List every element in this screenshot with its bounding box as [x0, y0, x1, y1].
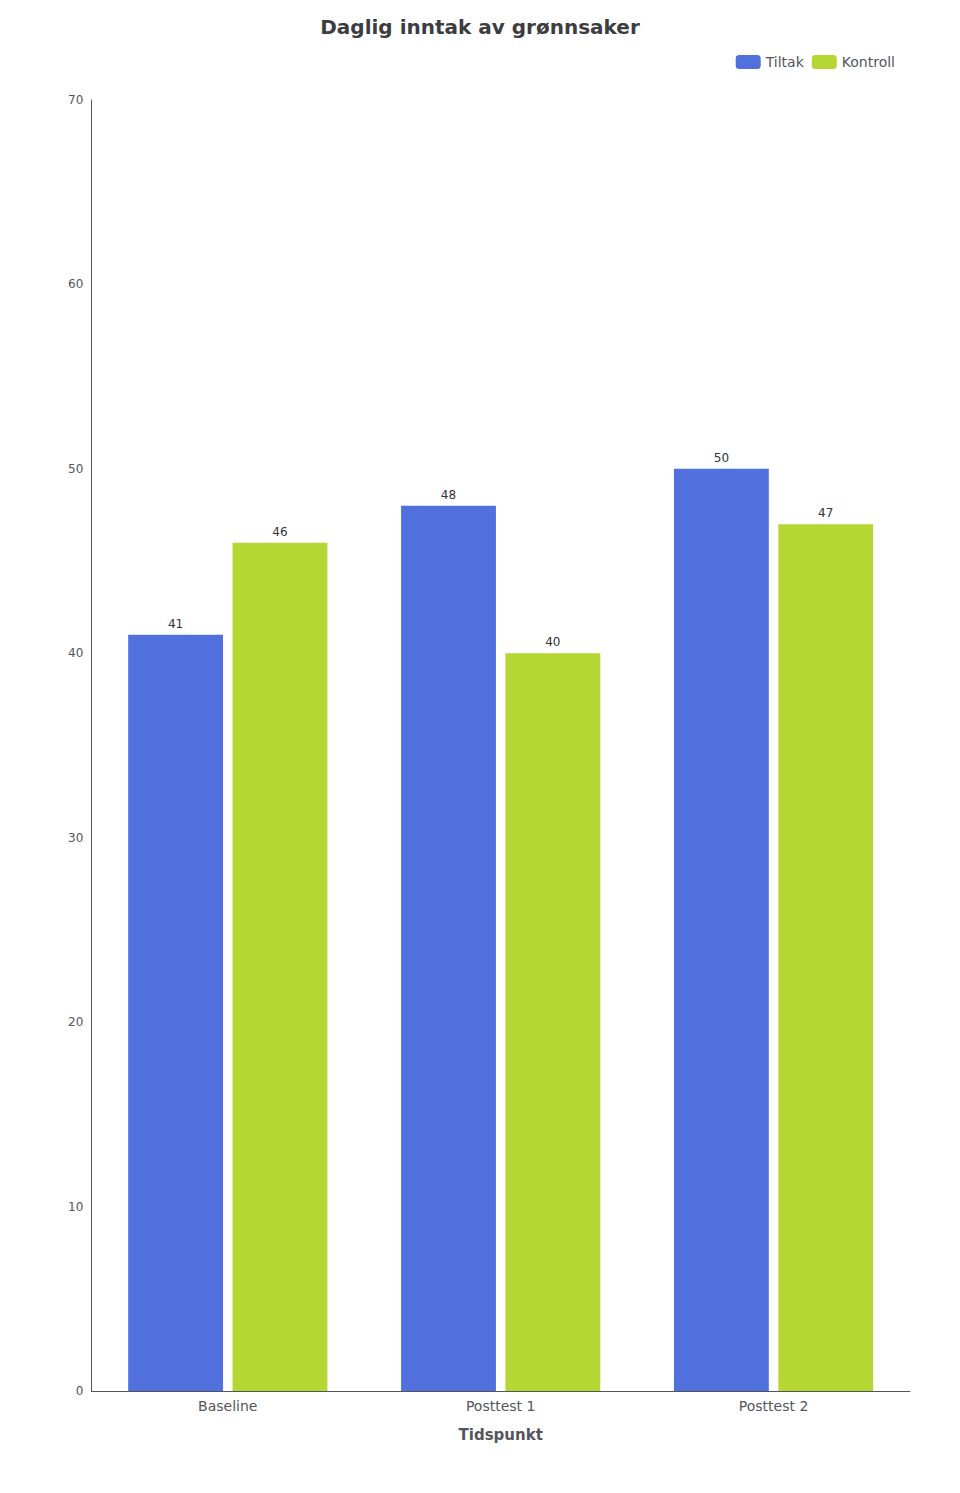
svg-text:50: 50: [714, 451, 729, 465]
svg-text:Tidspunkt: Tidspunkt: [459, 1426, 543, 1444]
svg-text:Posttest 2: Posttest 2: [739, 1398, 809, 1414]
svg-text:20: 20: [68, 1015, 83, 1029]
svg-text:48: 48: [441, 488, 456, 502]
svg-text:41: 41: [168, 617, 183, 631]
svg-text:Daglig inntak av grønnsaker: Daglig inntak av grønnsaker: [320, 15, 640, 39]
svg-text:Tiltak: Tiltak: [765, 54, 805, 70]
svg-text:Posttest 1: Posttest 1: [466, 1398, 536, 1414]
svg-text:46: 46: [272, 525, 287, 539]
svg-text:0: 0: [76, 1384, 84, 1398]
svg-text:10: 10: [68, 1200, 83, 1214]
svg-text:60: 60: [68, 277, 83, 291]
svg-text:40: 40: [545, 635, 560, 649]
svg-text:Baseline: Baseline: [198, 1398, 257, 1414]
svg-text:30: 30: [68, 831, 83, 845]
svg-text:Kontroll: Kontroll: [842, 54, 895, 70]
svg-text:50: 50: [68, 462, 83, 476]
svg-text:70: 70: [68, 93, 83, 107]
svg-text:40: 40: [68, 646, 83, 660]
svg-text:47: 47: [818, 506, 833, 520]
